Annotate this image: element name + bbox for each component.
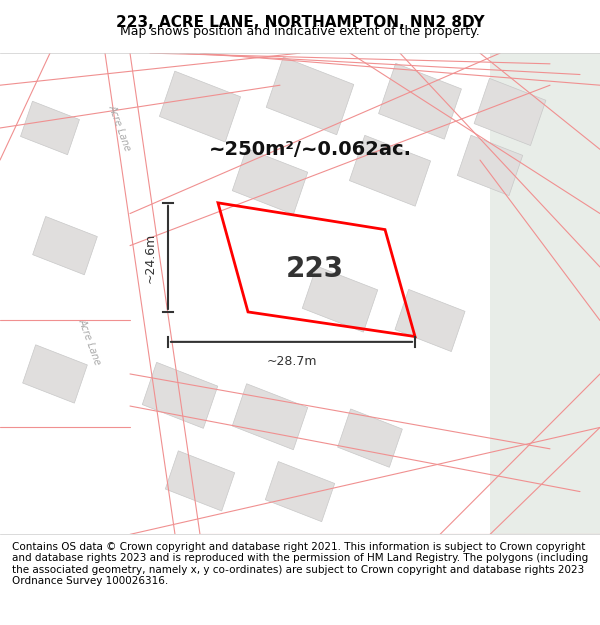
Polygon shape bbox=[457, 135, 523, 196]
Text: Acre Lane: Acre Lane bbox=[107, 103, 133, 152]
Polygon shape bbox=[32, 216, 97, 275]
Polygon shape bbox=[160, 71, 241, 142]
Polygon shape bbox=[266, 57, 354, 135]
Polygon shape bbox=[302, 266, 378, 332]
Text: Acre Lane: Acre Lane bbox=[77, 318, 103, 366]
Text: ~250m²/~0.062ac.: ~250m²/~0.062ac. bbox=[209, 140, 412, 159]
Polygon shape bbox=[23, 345, 88, 403]
Text: Contains OS data © Crown copyright and database right 2021. This information is : Contains OS data © Crown copyright and d… bbox=[12, 542, 588, 586]
Text: Map shows position and indicative extent of the property.: Map shows position and indicative extent… bbox=[120, 25, 480, 38]
Text: ~24.6m: ~24.6m bbox=[143, 232, 157, 282]
Text: 223, ACRE LANE, NORTHAMPTON, NN2 8DY: 223, ACRE LANE, NORTHAMPTON, NN2 8DY bbox=[116, 15, 484, 30]
Text: ~28.7m: ~28.7m bbox=[266, 354, 317, 367]
Polygon shape bbox=[490, 53, 600, 534]
Polygon shape bbox=[338, 409, 403, 468]
Polygon shape bbox=[142, 362, 218, 428]
Polygon shape bbox=[395, 289, 465, 351]
Polygon shape bbox=[20, 101, 79, 155]
Polygon shape bbox=[265, 461, 335, 522]
Polygon shape bbox=[379, 63, 461, 139]
Polygon shape bbox=[474, 78, 546, 146]
Polygon shape bbox=[166, 451, 235, 511]
Polygon shape bbox=[232, 384, 308, 450]
Polygon shape bbox=[349, 136, 431, 206]
Polygon shape bbox=[232, 149, 308, 214]
Text: 223: 223 bbox=[286, 255, 344, 283]
